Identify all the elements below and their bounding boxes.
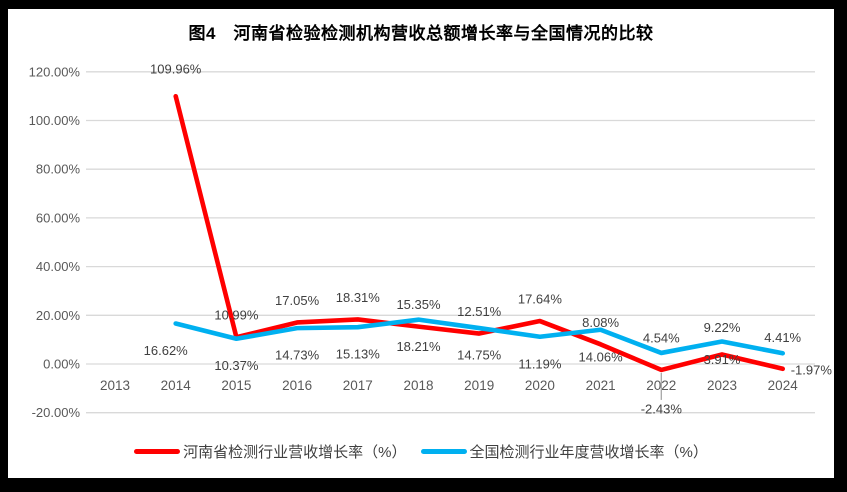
x-tick-label: 2017 bbox=[343, 378, 373, 393]
y-tick-label: 120.00% bbox=[29, 64, 81, 79]
data-label: 17.64% bbox=[518, 292, 563, 307]
national-series-label: 全国检测行业年度营收增长率（%） bbox=[469, 444, 708, 461]
data-label: -2.43% bbox=[641, 401, 683, 416]
national-series-line bbox=[173, 317, 786, 356]
x-tick-label: 2014 bbox=[161, 378, 192, 393]
national-series-swatch bbox=[420, 449, 467, 454]
x-tick-label: 2013 bbox=[100, 378, 130, 393]
data-label: 15.35% bbox=[396, 297, 441, 312]
x-tick-label: 2015 bbox=[221, 378, 251, 393]
chart-title: 图4 河南省检验检测机构营收总额增长率与全国情况的比较 bbox=[188, 24, 654, 43]
y-tick-label: 20.00% bbox=[36, 308, 81, 323]
x-tick-label: 2018 bbox=[403, 378, 433, 393]
x-tick-label: 2020 bbox=[525, 378, 555, 393]
legend-item-national: 全国检测行业年度营收增长率（%） bbox=[420, 441, 708, 462]
x-tick-label: 2024 bbox=[768, 378, 799, 393]
y-tick-label: 60.00% bbox=[36, 210, 81, 225]
data-label: 10.37% bbox=[214, 358, 259, 373]
x-tick-label: 2021 bbox=[586, 378, 616, 393]
data-label: 17.05% bbox=[275, 293, 320, 308]
data-label: 109.96% bbox=[150, 62, 202, 77]
data-label: 4.41% bbox=[764, 330, 801, 345]
henan-series-label: 河南省检测行业营收增长率（%） bbox=[183, 444, 407, 461]
data-label: 9.22% bbox=[704, 320, 741, 335]
data-label: 16.62% bbox=[144, 343, 189, 358]
data-label: 18.31% bbox=[336, 290, 381, 305]
data-label: 3.91% bbox=[704, 352, 741, 367]
x-tick-label: 2019 bbox=[464, 378, 494, 393]
x-tick-label: 2016 bbox=[282, 378, 312, 393]
data-label: 4.54% bbox=[643, 330, 680, 345]
legend: 河南省检测行业营收增长率（%） 全国检测行业年度营收增长率（%） bbox=[8, 441, 834, 462]
chart-card: 图4 河南省检验检测机构营收总额增长率与全国情况的比较 120.00% 100.0… bbox=[8, 9, 834, 478]
data-label: 11.19% bbox=[518, 356, 562, 371]
data-label: 12.51% bbox=[457, 304, 502, 319]
henan-series-swatch bbox=[134, 449, 181, 454]
data-label: -1.97% bbox=[791, 362, 833, 377]
data-label: 8.08% bbox=[582, 315, 619, 330]
y-tick-label: 40.00% bbox=[36, 259, 81, 274]
henan-series-line bbox=[173, 93, 786, 373]
y-tick-label: -20.00% bbox=[32, 405, 81, 420]
data-label: 14.75% bbox=[457, 348, 502, 363]
data-label: 10.99% bbox=[214, 308, 259, 323]
plot-area: 120.00% 100.00% 80.00% 60.00% 40.00% 20.00% 0.… bbox=[29, 62, 833, 420]
data-label: 14.73% bbox=[275, 348, 320, 363]
y-tick-label: 80.00% bbox=[36, 162, 81, 177]
x-tick-label: 2023 bbox=[707, 378, 737, 393]
legend-item-henan: 河南省检测行业营收增长率（%） bbox=[134, 441, 407, 462]
data-label: 18.21% bbox=[396, 339, 441, 354]
y-tick-label: 0.00% bbox=[43, 357, 80, 372]
data-label: 14.06% bbox=[579, 349, 624, 364]
data-label: 15.13% bbox=[336, 347, 381, 362]
y-tick-label: 100.00% bbox=[29, 113, 81, 128]
